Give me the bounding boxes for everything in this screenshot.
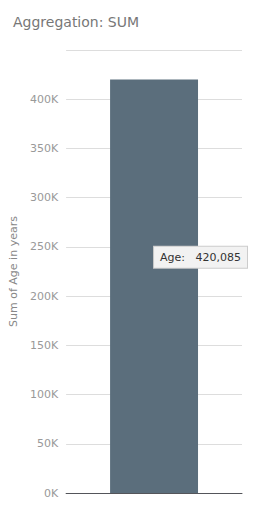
svg-text:150K: 150K [30, 339, 59, 352]
svg-text:50K: 50K [37, 437, 59, 450]
svg-text:100K: 100K [30, 388, 59, 401]
svg-text:0K: 0K [44, 487, 59, 500]
svg-text:Age: 420,085: Age: 420,085 [160, 251, 241, 264]
svg-text:Sum of Age in years: Sum of Age in years [7, 216, 20, 327]
svg-text:250K: 250K [30, 240, 59, 253]
svg-text:350K: 350K [30, 142, 59, 155]
svg-text:400K: 400K [30, 93, 59, 106]
svg-text:300K: 300K [30, 191, 59, 204]
svg-text:200K: 200K [30, 290, 59, 303]
svg-text:Aggregation: SUM: Aggregation: SUM [13, 14, 139, 30]
